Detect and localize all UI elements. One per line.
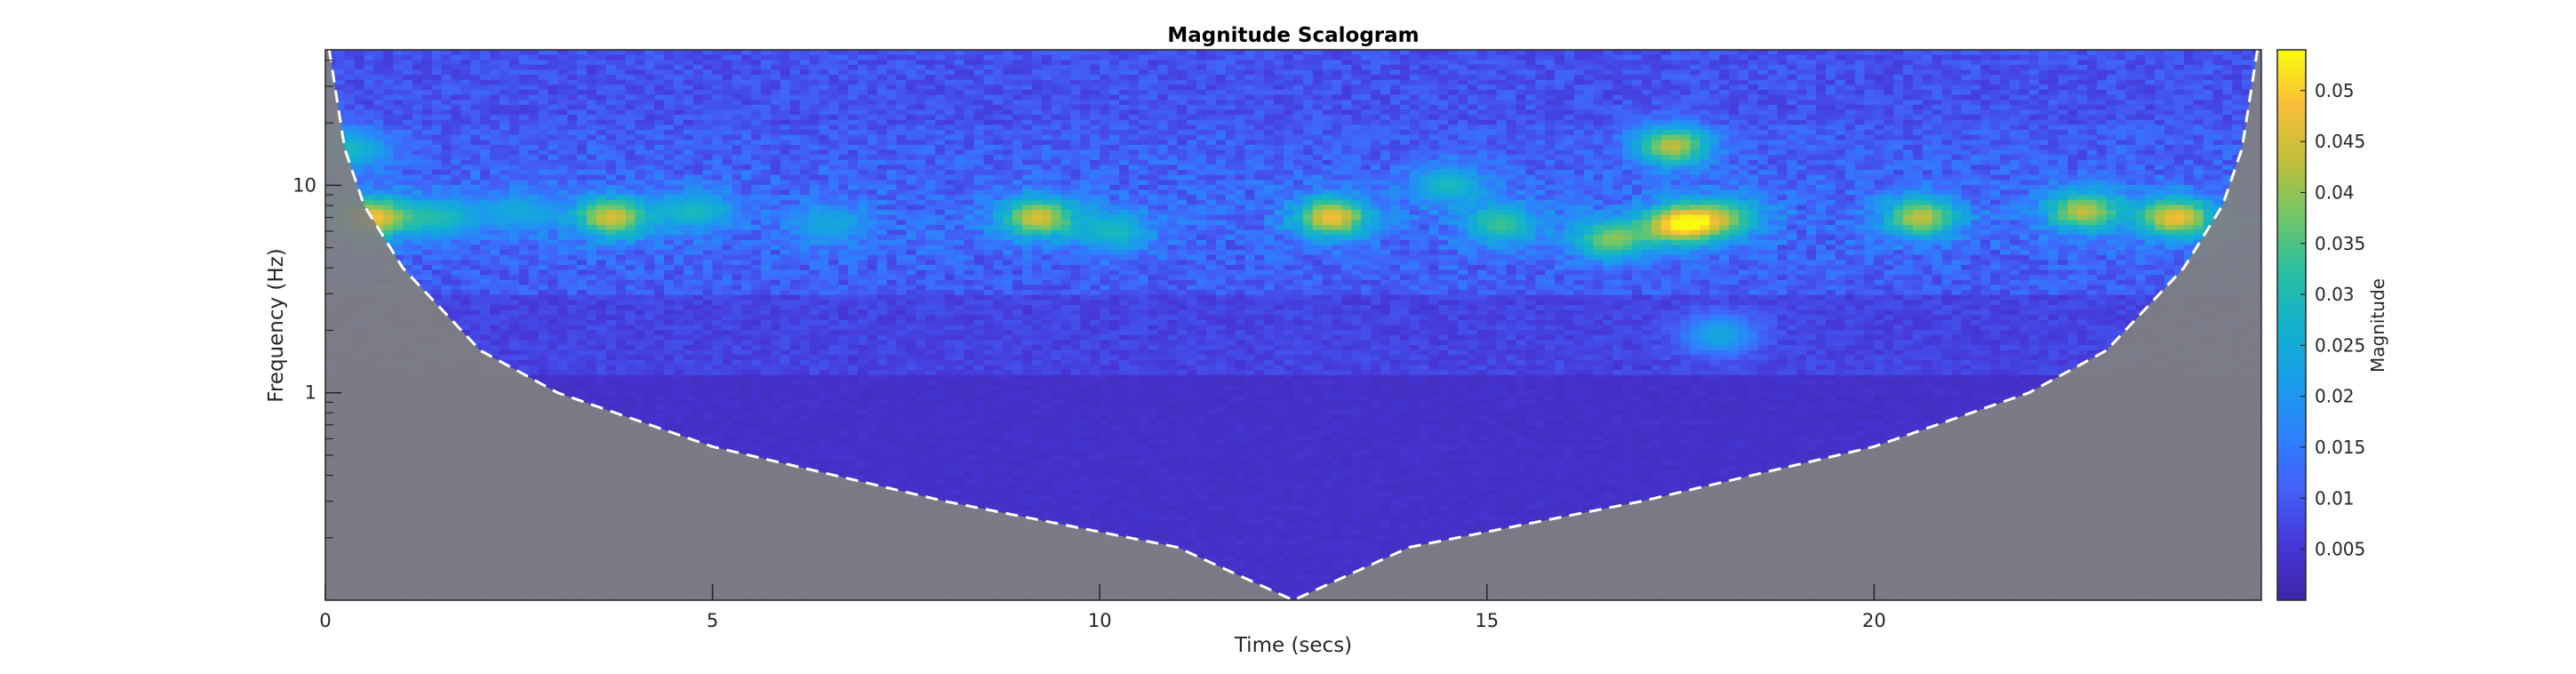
- x-tick-label: 0: [319, 610, 331, 631]
- colorbar-tick-label: 0.04: [2315, 181, 2355, 203]
- x-axis: 0 5 10 15 20: [319, 584, 1886, 631]
- colorbar-axis: 0.005 0.01 0.015 0.02 0.025 0.03 0.035 0.04 0.04…: [2300, 80, 2365, 560]
- colorbar-tick-label: 0.01: [2315, 487, 2355, 509]
- y-axis: 1 10: [292, 60, 341, 539]
- colorbar-tick-label: 0.015: [2315, 437, 2365, 458]
- cone-of-influence-shading: [325, 50, 2261, 600]
- cone-of-influence-line: [327, 50, 2260, 600]
- y-tick-label: 10: [292, 174, 316, 196]
- x-tick-label: 5: [707, 610, 718, 631]
- x-tick-label: 15: [1475, 610, 1499, 631]
- x-tick-label: 20: [1862, 610, 1886, 631]
- y-axis-label: Frequency (Hz): [265, 248, 288, 402]
- colorbar-tick-label: 0.05: [2315, 80, 2355, 101]
- colorbar-tick-label: 0.03: [2315, 284, 2355, 305]
- chart-title: Magnitude Scalogram: [1167, 24, 1419, 47]
- colorbar-tick-label: 0.045: [2315, 131, 2365, 152]
- colorbar-label: Magnitude: [2367, 278, 2388, 373]
- colorbar-tick-label: 0.005: [2315, 539, 2365, 560]
- x-axis-label: Time (secs): [1234, 634, 1352, 657]
- colorbar: [2276, 49, 2307, 601]
- plot-area: [325, 50, 2261, 600]
- colorbar-tick-label: 0.025: [2315, 334, 2365, 356]
- colorbar-tick-label: 0.02: [2315, 386, 2355, 407]
- x-tick-label: 10: [1088, 610, 1112, 631]
- y-tick-label: 1: [305, 382, 316, 404]
- plot-frame: [324, 49, 2262, 601]
- colorbar-tick-label: 0.035: [2315, 233, 2365, 254]
